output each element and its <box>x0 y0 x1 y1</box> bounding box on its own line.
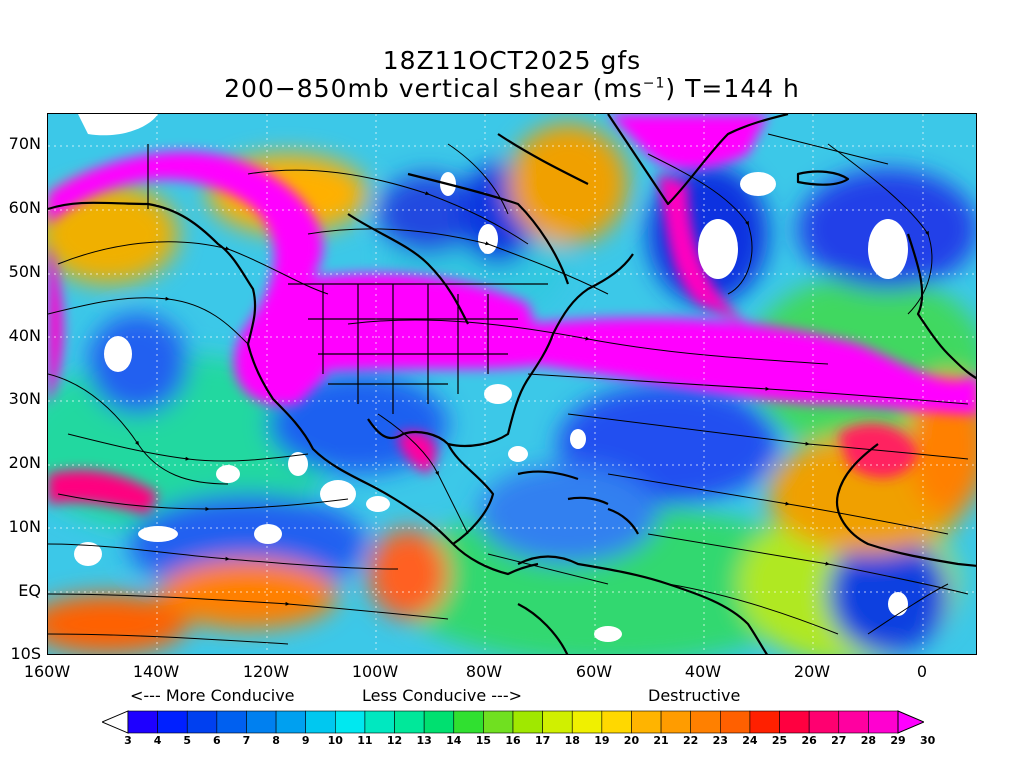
colorbar-swatch <box>779 710 810 734</box>
lon-label: 160W <box>23 662 71 681</box>
colorbar-swatch <box>216 710 247 734</box>
colorbar-swatch <box>453 710 484 734</box>
colorbar-tick-label: 26 <box>801 734 817 747</box>
chart-title-line2: 200−850mb vertical shear (ms−1) T=144 h <box>0 74 1024 103</box>
colorbar-tick-label: 29 <box>890 734 906 747</box>
colorbar-swatch <box>808 710 840 734</box>
colorbar-swatch <box>275 710 306 734</box>
colorbar-tick-label: 3 <box>124 734 132 747</box>
colorbar-swatch <box>631 710 662 734</box>
lon-label: 140W <box>132 662 180 681</box>
coastlines <box>48 114 976 654</box>
colorbar-swatch <box>838 710 869 734</box>
lat-label: 40N <box>8 326 41 345</box>
colorbar-swatch <box>571 710 603 734</box>
streamlines <box>48 133 969 645</box>
colorbar-tick-label: 21 <box>653 734 669 747</box>
graticule <box>48 114 976 654</box>
colorbar-swatch <box>720 710 751 734</box>
colorbar-tick-label: 28 <box>860 734 877 747</box>
colorbar-swatch <box>335 710 366 734</box>
lat-label: 50N <box>8 262 41 281</box>
low-shear-patches <box>74 114 908 642</box>
title-suffix: ) T=144 h <box>665 74 800 103</box>
colorbar-tick-label: 15 <box>475 734 492 747</box>
colorbar-swatch <box>660 710 691 734</box>
colorbar-swatch <box>512 710 543 734</box>
colorbar-tick-label: 5 <box>183 734 192 747</box>
colorbar-tick-label: 19 <box>594 734 610 747</box>
lon-label: 120W <box>242 662 290 681</box>
colorbar-tick-label: 11 <box>357 734 373 747</box>
colorbar-tick-label: 25 <box>771 734 788 747</box>
destructive-label: Destructive <box>648 686 741 705</box>
colorbar-tick-label: 14 <box>446 734 462 747</box>
colorbar-tick-label: 9 <box>301 734 310 747</box>
shear-field-svg <box>48 114 976 654</box>
lat-label: 20N <box>8 453 41 472</box>
colorbar-tick-label: 24 <box>742 734 758 747</box>
colorbar-tick-label: 10 <box>327 734 343 747</box>
colorbar-swatch <box>186 710 218 734</box>
colorbar-tick-label: 16 <box>505 734 521 747</box>
colorbar-tick-label: 27 <box>831 734 847 747</box>
colorbar-tick-label: 7 <box>242 734 251 747</box>
colorbar-tick-label: 13 <box>416 734 432 747</box>
strong-shear-bands <box>48 114 976 514</box>
colorbar-tick-label: 6 <box>213 734 221 747</box>
lat-label: 10S <box>10 644 41 663</box>
colorbar-tick-label: 12 <box>386 734 403 747</box>
lat-label: 60N <box>8 198 41 217</box>
lat-label: 10N <box>8 517 41 536</box>
colorbar-swatch <box>483 710 514 734</box>
less-conducive-label: Less Conducive ---> <box>362 686 522 705</box>
colorbar-swatch <box>127 710 158 734</box>
colorbar-tick-label: 17 <box>534 734 551 747</box>
title-superscript: −1 <box>642 75 666 92</box>
shear-map <box>47 113 977 655</box>
colorbar-swatch <box>364 710 395 734</box>
colorbar-tick-label: 22 <box>683 734 699 747</box>
colorbar-swatch <box>542 710 573 734</box>
lon-label: 60W <box>575 662 613 681</box>
lon-label: 80W <box>465 662 503 681</box>
colorbar-swatch <box>749 710 780 734</box>
colorbar-swatch <box>394 710 425 734</box>
lon-label: 20W <box>793 662 831 681</box>
colorbar-tick-label: 30 <box>919 734 936 747</box>
colorbar-tick-label: 23 <box>712 734 728 747</box>
colorbar-tick-label: 8 <box>272 734 280 747</box>
colorbar-swatch <box>868 710 899 734</box>
chart-title-line1: 18Z11OCT2025 gfs <box>382 46 642 75</box>
colorbar-tick-label: 20 <box>623 734 640 747</box>
colorbar-tick-label: 4 <box>153 734 162 747</box>
colorbar-left-arrow <box>102 710 129 734</box>
color-bar <box>102 710 924 734</box>
lon-label: 40W <box>684 662 722 681</box>
lat-label: 30N <box>8 389 41 408</box>
lon-label: 0 <box>916 662 928 681</box>
colorbar-swatch <box>246 710 277 734</box>
lat-label: EQ <box>18 581 41 600</box>
lat-label: 70N <box>8 134 41 153</box>
colorbar-swatch <box>305 710 336 734</box>
more-conducive-label: <--- More Conducive <box>130 686 295 705</box>
lon-label: 100W <box>351 662 399 681</box>
colorbar-swatch <box>157 710 188 734</box>
colorbar-swatch <box>690 710 721 734</box>
colorbar-tick-label: 18 <box>564 734 580 747</box>
colorbar-right-arrow <box>897 710 924 734</box>
colorbar-swatch <box>423 710 455 734</box>
title-prefix: 200−850mb vertical shear (ms <box>224 74 643 103</box>
state-boundaries <box>147 144 548 414</box>
colorbar-swatch <box>601 710 632 734</box>
